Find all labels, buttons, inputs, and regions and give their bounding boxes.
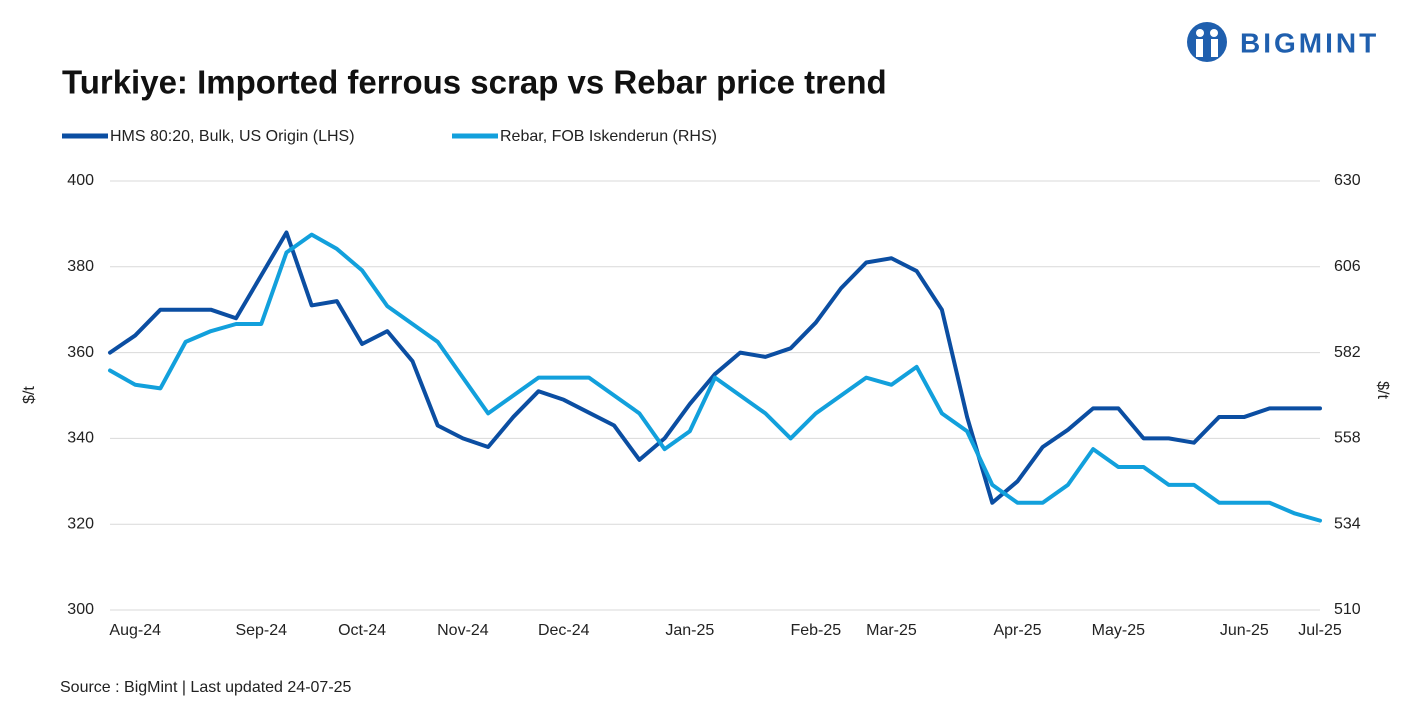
y-tick-label: 400 [67, 172, 94, 189]
y2-axis-label: $/t [1374, 381, 1391, 399]
x-tick-label: Apr-25 [993, 622, 1041, 639]
y2-tick-label: 510 [1334, 601, 1361, 618]
x-tick-label: Nov-24 [437, 622, 489, 639]
legend-label: Rebar, FOB Iskenderun (RHS) [500, 128, 717, 145]
x-tick-label: Oct-24 [338, 622, 386, 639]
y-tick-label: 340 [67, 430, 94, 447]
data-line [108, 230, 1322, 505]
x-tick-label: May-25 [1092, 622, 1145, 639]
y2-tick-label: 630 [1334, 172, 1361, 189]
y-tick-label: 320 [67, 515, 94, 532]
x-tick-label: Sep-24 [235, 622, 287, 639]
x-tick-label: Dec-24 [538, 622, 590, 639]
y2-tick-label: 558 [1334, 430, 1361, 447]
x-tick-label: Aug-24 [109, 622, 161, 639]
y-axis-label: $/t [21, 386, 38, 404]
y2-tick-label: 582 [1334, 344, 1361, 361]
x-tick-label: Jul-25 [1298, 622, 1342, 639]
source-note: Source : BigMint | Last updated 24-07-25 [60, 679, 352, 696]
chart-title: Turkiye: Imported ferrous scrap vs Rebar… [62, 64, 887, 101]
y2-tick-label: 534 [1334, 515, 1361, 532]
legend-label: HMS 80:20, Bulk, US Origin (LHS) [110, 128, 355, 145]
x-tick-label: Jun-25 [1220, 622, 1269, 639]
logo-icon [1187, 22, 1227, 62]
data-line [108, 232, 1322, 523]
x-tick-label: Feb-25 [790, 622, 841, 639]
logo-text: BIGMINT [1240, 27, 1379, 58]
y-tick-label: 360 [67, 344, 94, 361]
x-tick-label: Mar-25 [866, 622, 917, 639]
x-tick-label: Jan-25 [665, 622, 714, 639]
y2-tick-label: 606 [1334, 258, 1361, 275]
y-tick-label: 380 [67, 258, 94, 275]
y-tick-label: 300 [67, 601, 94, 618]
